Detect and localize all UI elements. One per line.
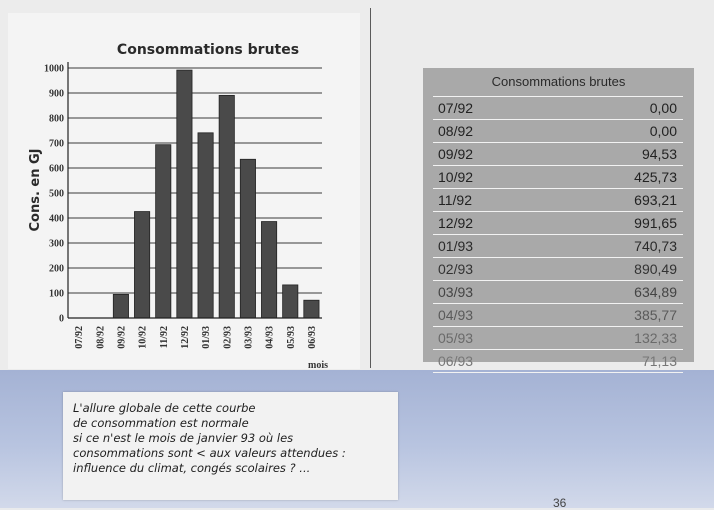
table-body: 07/92 0,00 08/92 0,00 09/92 94,53 10/92 425,73 1… [433, 96, 683, 373]
table-cell-month: 03/93 [438, 284, 474, 300]
x-axis-label: mois [308, 360, 328, 370]
bars [112, 69, 320, 319]
table-row: 12/92 991,65 [433, 212, 683, 235]
table-cell-month: 02/93 [438, 261, 474, 277]
bar-01-93 [197, 132, 214, 319]
table-cell-value: 991,65 [634, 215, 677, 231]
y-tick-label: 400 [49, 214, 64, 225]
table-row: 09/92 94,53 [433, 143, 683, 166]
table-cell-month: 04/93 [438, 307, 474, 323]
comment-line: si ce n'est le mois de janvier 93 où les [73, 431, 294, 445]
y-tick-label: 0 [59, 314, 64, 325]
x-tick-label: 09/92 [116, 326, 127, 349]
y-tick-label: 200 [49, 264, 64, 275]
y-tick-label: 100 [49, 289, 64, 300]
x-tick-label: 06/93 [307, 326, 318, 349]
bar-05-93 [282, 284, 299, 319]
bar-10-92 [134, 211, 151, 319]
bar-12-92 [176, 69, 193, 319]
bar-11-92 [155, 144, 172, 319]
y-tick-label: 800 [49, 114, 64, 125]
bar-04-93 [261, 221, 278, 319]
x-tick-label: 02/93 [222, 326, 233, 349]
table-row: 11/92 693,21 [433, 189, 683, 212]
x-tick-label: 11/92 [159, 326, 170, 348]
table-cell-month: 06/93 [438, 353, 474, 369]
table-cell-value: 132,33 [634, 330, 677, 346]
bar-06-93 [303, 299, 320, 319]
comment-text: L'allure globale de cette courbe de conso… [63, 392, 398, 476]
table-cell-month: 07/92 [438, 100, 474, 116]
table-cell-month: 11/92 [438, 192, 472, 208]
bar-09-92 [112, 293, 129, 319]
x-tick-label: 04/93 [265, 326, 276, 349]
x-tick-labels: 07/92 08/92 09/92 10/92 11/92 12/92 01/93 02/93… [74, 326, 318, 349]
table-row: 06/93 71,13 [433, 350, 683, 373]
y-axis-label: Cons. en GJ [28, 148, 43, 231]
bar-03-93 [239, 158, 256, 319]
table-row: 07/92 0,00 [433, 97, 683, 120]
x-tick-label: 10/92 [138, 326, 149, 349]
y-tick-label: 500 [49, 189, 64, 200]
table-cell-value: 0,00 [649, 123, 677, 139]
table-row: 03/93 634,89 [433, 281, 683, 304]
table-row: 01/93 740,73 [433, 235, 683, 258]
bar-02-93 [218, 94, 235, 319]
table-cell-value: 740,73 [634, 238, 677, 254]
x-tick-label: 01/93 [201, 326, 212, 349]
table-row: 05/93 132,33 [433, 327, 683, 350]
x-tick-label: 12/92 [180, 326, 191, 349]
y-tick-label: 300 [49, 239, 64, 250]
column-divider [370, 8, 371, 368]
x-tick-label: 03/93 [243, 326, 254, 349]
x-tick-label: 05/93 [286, 326, 297, 349]
table-cell-month: 01/93 [438, 238, 474, 254]
y-tick-label: 900 [49, 89, 64, 100]
table-cell-month: 12/92 [438, 215, 474, 231]
comment-line: de consommation est normale [73, 416, 249, 430]
chart-title: Consommations brutes [117, 42, 299, 58]
table-cell-value: 385,77 [634, 307, 677, 323]
table-cell-value: 634,89 [634, 284, 677, 300]
comment-line: influence du climat, congés scolaires ? … [73, 461, 311, 475]
table-cell-value: 94,53 [641, 146, 677, 162]
table-cell-value: 425,73 [634, 169, 677, 185]
table-row: 04/93 385,77 [433, 304, 683, 327]
table-cell-value: 71,13 [641, 353, 677, 369]
bar-chart: Consommations brutes Cons. en GJ mois 01… [8, 13, 360, 370]
table-row: 08/92 0,00 [433, 120, 683, 143]
y-tick-label: 1000 [44, 64, 64, 75]
table-cell-month: 10/92 [438, 169, 474, 185]
y-tick-label: 600 [49, 164, 64, 175]
y-tick-label: 700 [49, 139, 64, 150]
grid-lines [68, 67, 322, 294]
comment-line: consommations sont < aux valeurs attendu… [73, 446, 346, 460]
table-cell-month: 09/92 [438, 146, 474, 162]
x-tick-label: 08/92 [95, 326, 106, 349]
table-cell-value: 693,21 [634, 192, 677, 208]
comment-box: L'allure globale de cette courbe de conso… [63, 392, 398, 500]
table-cell-month: 08/92 [438, 123, 474, 139]
table-header: Consommations brutes [491, 74, 626, 89]
comment-line: L'allure globale de cette courbe [73, 401, 256, 415]
y-tick-labels: 0 100 200 300 400 500 600 700 800 900 1000 [44, 64, 64, 325]
page-number: 36 [553, 496, 567, 510]
table-cell-value: 890,49 [634, 261, 677, 277]
table-cell-month: 05/93 [438, 330, 474, 346]
x-tick-label: 07/92 [74, 326, 85, 349]
data-table: Consommations brutes 07/92 0,00 08/92 0,00 0… [423, 68, 694, 373]
table-row: 10/92 425,73 [433, 166, 683, 189]
table-cell-value: 0,00 [649, 100, 677, 116]
table-row: 02/93 890,49 [433, 258, 683, 281]
